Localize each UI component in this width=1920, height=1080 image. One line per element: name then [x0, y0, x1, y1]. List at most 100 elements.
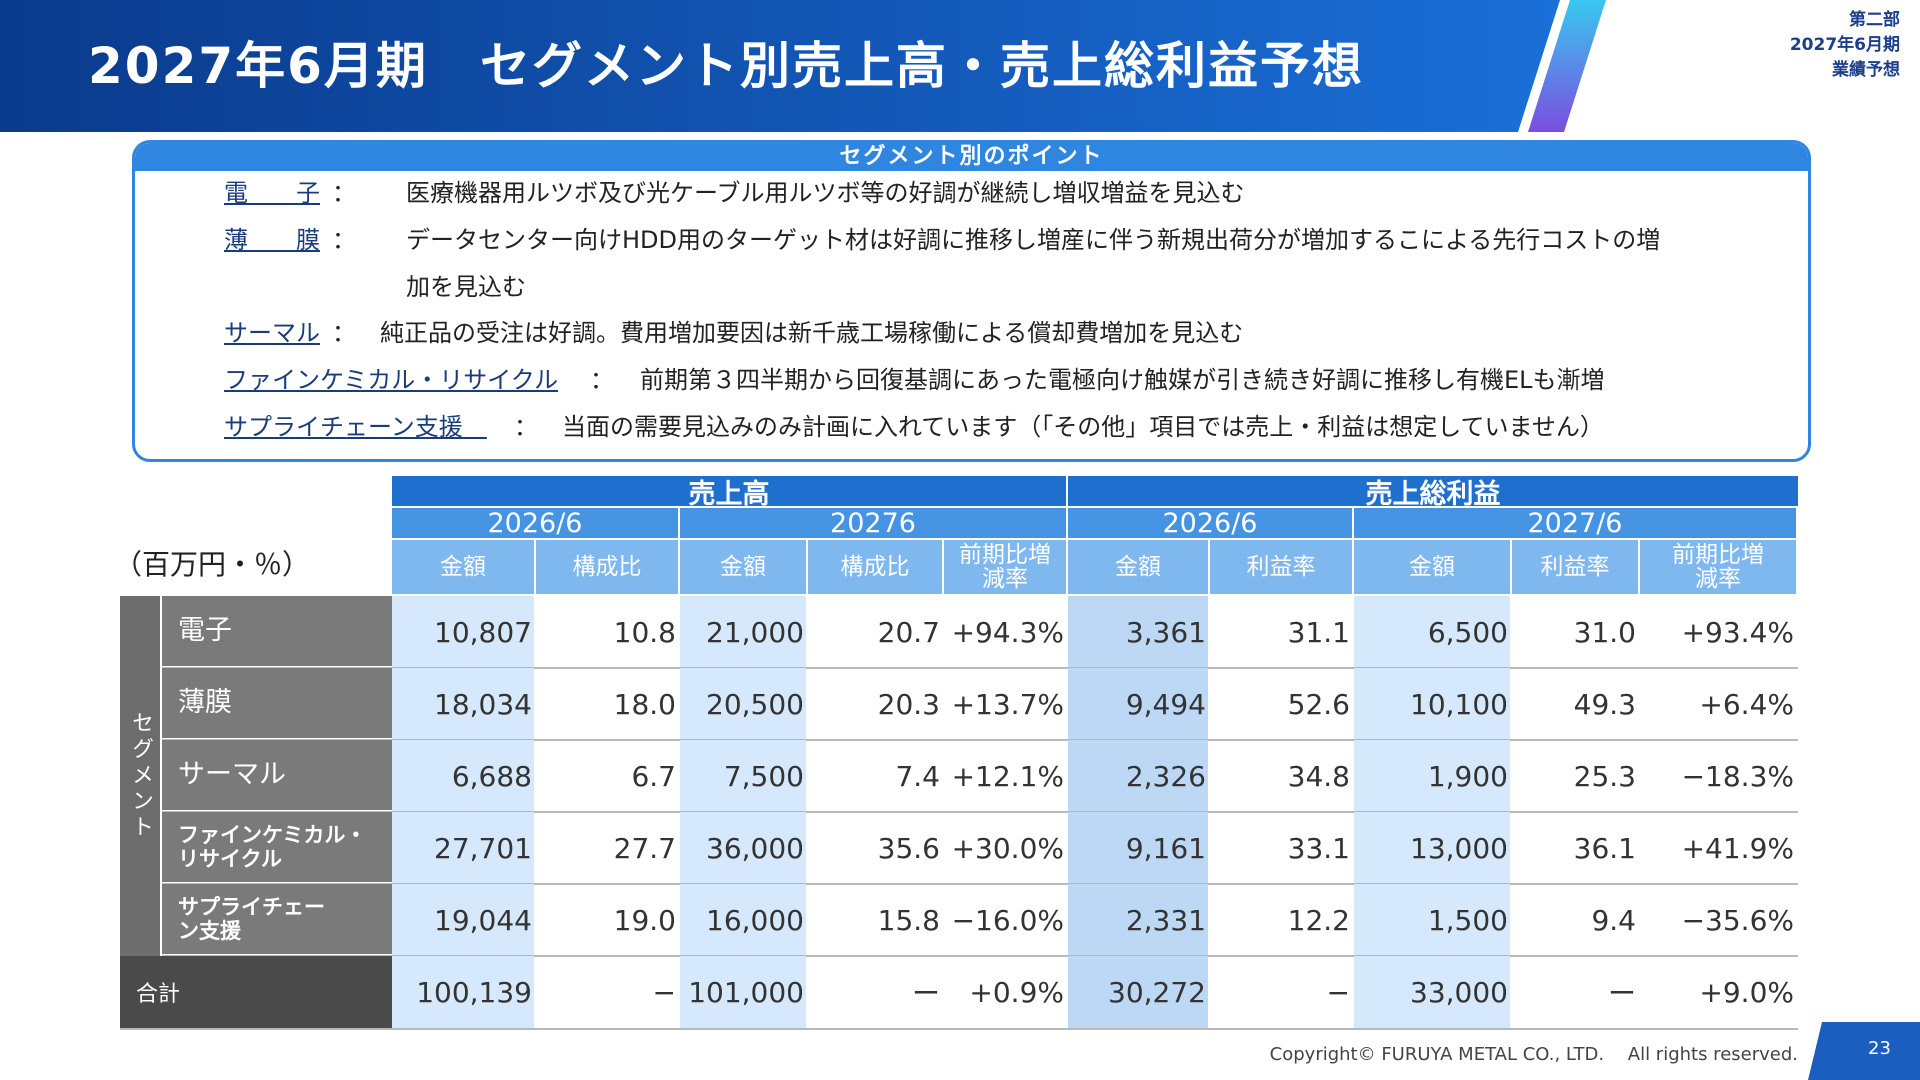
table-cell: 20,500 [680, 668, 806, 740]
page-number-badge [1808, 1022, 1920, 1080]
table-cell: 20.3 [877, 687, 940, 721]
point-colon: ： [332, 226, 356, 254]
table-cell: 15.8 [877, 903, 940, 937]
table-cell: 21,000 [680, 596, 806, 668]
point-label: ファインケミカル・リサイクル [224, 366, 559, 394]
column-header: 金額 [1068, 540, 1208, 594]
table-cell: +41.9% [1681, 831, 1794, 865]
point-label: サプライチェーン支援 [224, 413, 487, 441]
table-cell: 3,361 [1068, 596, 1208, 668]
total-cell: ー [1607, 977, 1636, 1010]
table-cell: 6,688 [392, 740, 534, 812]
table-cell: 18,034 [392, 668, 534, 740]
table-cell: 16,000 [680, 884, 806, 956]
section-tag: 第二部 2027年6月期 業績予想 [1790, 8, 1900, 83]
row-label: 電子 [162, 596, 392, 666]
page-title: 2027年6月期 セグメント別売上高・売上総利益予想 [88, 37, 1364, 95]
table-cell: 52.6 [1287, 687, 1350, 721]
table-cell: 49.3 [1573, 687, 1636, 721]
total-cell: − [652, 975, 676, 1009]
table-cell: 31.0 [1573, 615, 1636, 649]
table-cell: 10.8 [613, 615, 676, 649]
table-cell: −18.3% [1681, 759, 1794, 793]
total-cell: ー [911, 977, 940, 1010]
table-cell: +12.1% [951, 759, 1064, 793]
point-colon: ： [332, 179, 356, 207]
column-header: 金額 [392, 540, 534, 594]
table-cell: 1,500 [1354, 884, 1510, 956]
table-cell: 7.4 [895, 759, 940, 793]
table-cell: 36,000 [680, 812, 806, 884]
point-colon: ： [332, 319, 356, 347]
table-cell: 19.0 [613, 903, 676, 937]
section-tag-topic: 業績予想 [1832, 60, 1900, 80]
table-cell: −35.6% [1681, 903, 1794, 937]
table-cell: 13,000 [1354, 812, 1510, 884]
period-header: 20276 [680, 508, 1066, 539]
unit-label: （百万円・％） [114, 548, 311, 581]
table-bottom-line [120, 1028, 1798, 1030]
point-label: サーマル [224, 319, 320, 347]
row-divider [162, 739, 1798, 741]
table-cell: 34.8 [1287, 759, 1350, 793]
column-header: 金額 [1354, 540, 1510, 594]
total-cell: 33,000 [1354, 956, 1510, 1028]
table-cell: 9.4 [1591, 903, 1636, 937]
row-divider [162, 955, 1798, 957]
points-heading: セグメント別のポイント [135, 143, 1808, 171]
total-cell: − [1326, 975, 1350, 1009]
total-label: 合計 [120, 956, 392, 1028]
row-divider [162, 811, 1798, 813]
group-header-gross-profit: 売上総利益 [1068, 476, 1798, 510]
table-cell: 19,044 [392, 884, 534, 956]
point-text: 当面の需要見込みのみ計画に入れています（「その他」項目では売上・利益は想定してい… [562, 413, 1604, 441]
total-cell: 30,272 [1068, 956, 1208, 1028]
section-tag-part: 第二部 [1849, 10, 1900, 30]
table-cell: 27.7 [613, 831, 676, 865]
column-header: 構成比 [808, 540, 942, 594]
page-number: 23 [1868, 1038, 1891, 1059]
column-header: 金額 [680, 540, 806, 594]
point-label: 電 子 [224, 179, 320, 207]
point-text-continued: 加を見込む [406, 273, 526, 301]
total-cell: +9.0% [1699, 975, 1794, 1009]
point-colon: ： [514, 413, 538, 441]
table-cell: 7,500 [680, 740, 806, 812]
column-header: 前期比増 減率 [944, 540, 1066, 594]
table-cell: 35.6 [877, 831, 940, 865]
table-cell: +94.3% [951, 615, 1064, 649]
table-cell: 25.3 [1573, 759, 1636, 793]
table-cell: 20.7 [877, 615, 940, 649]
segment-points-box: セグメント別のポイント [132, 140, 1811, 462]
table-cell: 9,494 [1068, 668, 1208, 740]
row-label: サーマル [162, 740, 392, 810]
table-cell: 18.0 [613, 687, 676, 721]
total-cell: 100,139 [392, 956, 534, 1028]
column-header: 利益率 [1512, 540, 1638, 594]
row-divider [162, 667, 1798, 669]
period-header: 2026/6 [392, 508, 678, 539]
table-cell: 6,500 [1354, 596, 1510, 668]
column-header: 利益率 [1210, 540, 1352, 594]
table-cell: +30.0% [951, 831, 1064, 865]
table-cell: −16.0% [951, 903, 1064, 937]
table-cell: 10,807 [392, 596, 534, 668]
point-colon: ： [590, 366, 614, 394]
period-header: 2027/6 [1354, 508, 1796, 539]
table-cell: 36.1 [1573, 831, 1636, 865]
total-cell: 101,000 [680, 956, 806, 1028]
table-cell: +13.7% [951, 687, 1064, 721]
point-text: 前期第３四半期から回復基調にあった電極向け触媒が引き続き好調に推移し有機ELも漸… [640, 366, 1605, 394]
table-cell: 2,326 [1068, 740, 1208, 812]
segment-side-label: セグメント [120, 596, 160, 956]
table-cell: 33.1 [1287, 831, 1350, 865]
point-text: 医療機器用ルツボ及び光ケーブル用ルツボ等の好調が継続し増収増益を見込む [406, 179, 1245, 207]
row-label: サプライチェー ン支援 [162, 884, 392, 954]
table-cell: 27,701 [392, 812, 534, 884]
table-cell: 6.7 [631, 759, 676, 793]
total-cell: +0.9% [969, 975, 1064, 1009]
row-label: 薄膜 [162, 668, 392, 738]
table-cell: +93.4% [1681, 615, 1794, 649]
table-cell: 9,161 [1068, 812, 1208, 884]
point-label: 薄 膜 [224, 226, 320, 254]
